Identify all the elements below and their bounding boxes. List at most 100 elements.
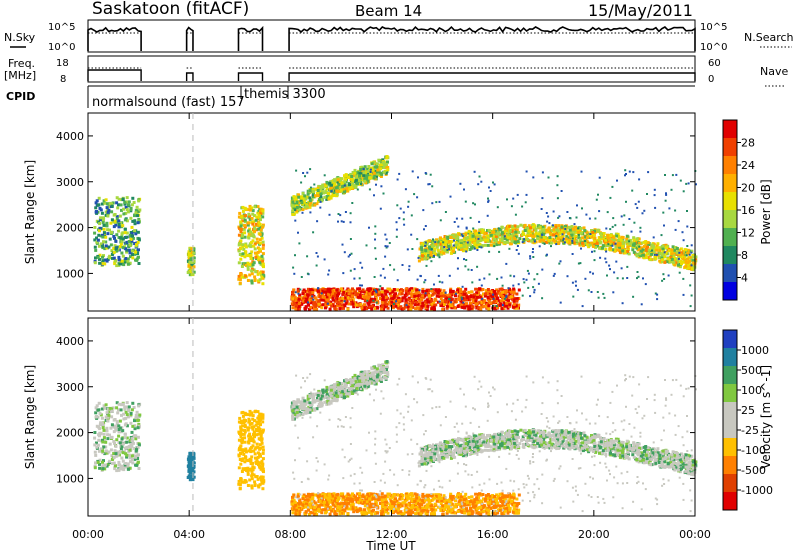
echo-cell <box>292 195 296 199</box>
echo-cell <box>246 265 250 269</box>
echo-cell <box>353 171 357 175</box>
echo-cell <box>240 420 244 424</box>
echo-cell <box>241 219 245 223</box>
echo-cell <box>486 236 490 240</box>
echo-cell <box>247 232 251 236</box>
echo-cell <box>261 430 265 434</box>
nsky-trace-segment-1 <box>185 26 194 52</box>
echo-cell <box>591 245 595 248</box>
echo-cell <box>572 241 576 245</box>
echo-cell <box>243 244 247 247</box>
echo-cell <box>261 416 265 420</box>
echo-cell <box>295 200 299 204</box>
echo-cell <box>133 457 137 461</box>
echo-cell <box>459 242 463 246</box>
echo-cell <box>250 240 254 244</box>
echo-cell <box>123 260 127 264</box>
ytick-label: 2000 <box>56 222 84 235</box>
echo-cell <box>188 247 192 251</box>
echo-cell <box>304 297 308 301</box>
scatter-echo <box>638 178 641 181</box>
echo-cell <box>138 413 142 417</box>
echo-cell <box>459 243 463 247</box>
echo-cell <box>415 301 419 304</box>
echo-cell <box>505 289 509 293</box>
echo-cell <box>324 191 328 194</box>
echo-cell <box>304 289 308 293</box>
scatter-echo <box>449 195 452 198</box>
echo-cell <box>241 448 245 452</box>
scatter-echo <box>492 297 495 300</box>
echo-cell <box>239 477 243 481</box>
echo-cell <box>441 307 445 311</box>
echo-cell <box>474 299 478 303</box>
echo-cell <box>665 260 669 264</box>
echo-cell <box>292 294 296 298</box>
echo-cell <box>122 417 126 421</box>
freq-tick-bottom: 8 <box>60 74 66 85</box>
echo-cell <box>101 440 105 444</box>
echo-cell <box>243 224 247 227</box>
echo-cell <box>328 187 332 191</box>
echo-cell <box>131 401 135 405</box>
scatter-echo <box>416 278 419 281</box>
echo-cell <box>295 303 298 307</box>
echo-cell <box>244 245 248 249</box>
echo-cell <box>481 231 485 235</box>
echo-cell <box>302 295 306 299</box>
echo-cell <box>104 223 108 227</box>
echo-cell <box>120 259 124 263</box>
echo-cell <box>186 476 190 479</box>
scatter-echo <box>634 203 637 206</box>
scatter-echo <box>477 237 480 240</box>
nave-label: Nave <box>760 65 788 78</box>
scatter-echo <box>396 204 399 207</box>
scatter-echo <box>573 223 576 226</box>
echo-cell <box>472 229 476 233</box>
scatter-echo <box>467 268 470 271</box>
echo-cell <box>239 224 243 228</box>
echo-cell <box>242 247 246 251</box>
echo-cell <box>372 291 376 294</box>
nsky-trace-segment-0 <box>87 26 142 52</box>
echo-cell <box>110 204 114 208</box>
scatter-echo <box>503 297 506 300</box>
echo-cell <box>581 236 585 240</box>
echo-cell <box>503 237 507 240</box>
echo-cell <box>257 214 261 218</box>
scatter-echo <box>575 216 578 219</box>
scatter-echo <box>328 213 331 216</box>
scatter-echo <box>453 221 456 223</box>
echo-cell <box>469 238 473 242</box>
echo-cell <box>124 247 128 251</box>
echo-cell <box>106 415 110 419</box>
echo-cell <box>117 223 121 226</box>
echo-cell <box>425 298 429 302</box>
echo-cell <box>317 184 321 188</box>
scatter-echo <box>632 171 635 174</box>
echo-cell <box>243 419 247 423</box>
echo-cell <box>237 420 241 424</box>
echo-cell <box>248 227 252 231</box>
echo-cell <box>384 171 388 175</box>
scatter-echo <box>492 181 494 184</box>
echo-cell <box>658 252 662 256</box>
scatter-echo <box>369 171 372 173</box>
echo-cell <box>380 294 384 298</box>
echo-cell <box>189 462 193 466</box>
echo-cell <box>292 212 296 216</box>
echo-cell <box>402 307 406 311</box>
scatter-echo <box>422 209 425 212</box>
echo-cell <box>306 192 310 196</box>
scatter-echo <box>537 282 540 285</box>
echo-cell <box>611 248 615 252</box>
scatter-echo <box>293 272 296 275</box>
echo-cell <box>464 248 468 252</box>
echo-cell <box>303 293 307 297</box>
echo-cell <box>249 462 253 465</box>
echo-cell <box>626 243 630 247</box>
echo-cell <box>125 231 129 235</box>
echo-cell <box>554 225 558 229</box>
velocity-heatmap <box>93 360 698 516</box>
echo-cell <box>386 160 389 164</box>
